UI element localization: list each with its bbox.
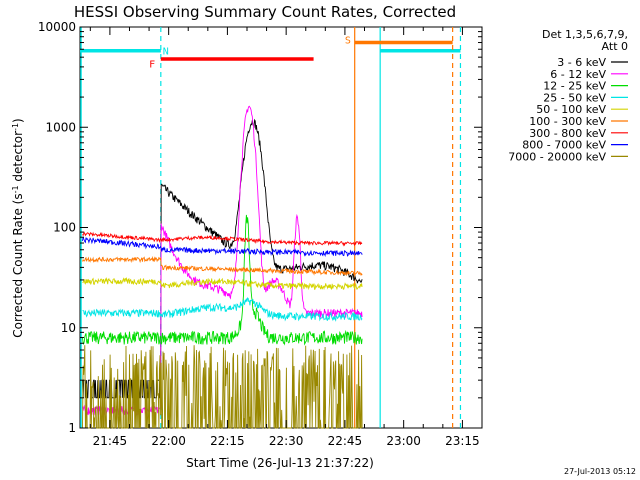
series-line: [82, 255, 363, 277]
datestamp: 27-Jul-2013 05:12: [564, 467, 636, 476]
flag-label: S: [345, 36, 351, 47]
x-tick-label: 22:15: [210, 434, 245, 448]
y-tick-label: 1: [68, 421, 76, 435]
x-tick-label: 21:45: [93, 434, 128, 448]
flag-layer: NF S: [80, 27, 462, 428]
legend-label: 12 - 25 keV: [543, 80, 606, 93]
legend-label: 50 - 100 keV: [536, 103, 606, 116]
flag-label: N: [163, 47, 169, 58]
x-axis-label: Start Time (26-Jul-13 21:37:22): [186, 456, 374, 470]
flag-label: F: [149, 60, 155, 71]
axis-layer: 1 10 100 1000 10000 21:45 22:00 22:15 22:30 22:45…: [38, 20, 483, 448]
legend-label: 6 - 12 keV: [550, 68, 606, 81]
series-layer: [82, 105, 363, 429]
y-tick-label: 10000: [38, 20, 76, 34]
legend-label: 25 - 50 keV: [543, 91, 606, 104]
legend-label: 800 - 7000 keV: [522, 139, 606, 152]
legend-label: 7000 - 20000 keV: [508, 150, 606, 163]
legend-header-1: Det 1,3,5,6,7,9,: [542, 28, 628, 41]
series-line: [82, 276, 363, 291]
legend-label: 100 - 300 keV: [529, 115, 606, 128]
y-axis-label: Corrected Count Rate (s-1 detector-1): [11, 118, 26, 337]
plot-frame: [79, 26, 483, 429]
series-line: [82, 297, 363, 322]
x-tick-label: 22:45: [328, 434, 363, 448]
legend-header-2: Att 0: [602, 40, 628, 53]
y-tick-label: 10: [61, 321, 76, 335]
x-tick-label: 22:30: [269, 434, 304, 448]
legend-label: 300 - 800 keV: [529, 127, 606, 140]
series-line: [82, 231, 363, 247]
series-line: [82, 214, 363, 346]
legend-label: 3 - 6 keV: [557, 56, 606, 69]
x-tick-label: 23:15: [445, 434, 480, 448]
series-line: [82, 345, 363, 429]
y-tick-label: 1000: [45, 120, 76, 134]
x-tick-label: 23:00: [386, 434, 421, 448]
series-line: [82, 236, 363, 258]
chart-title: HESSI Observing Summary Count Rates, Cor…: [74, 3, 456, 21]
x-tick-label: 22:00: [151, 434, 186, 448]
y-tick-label: 100: [53, 221, 76, 235]
